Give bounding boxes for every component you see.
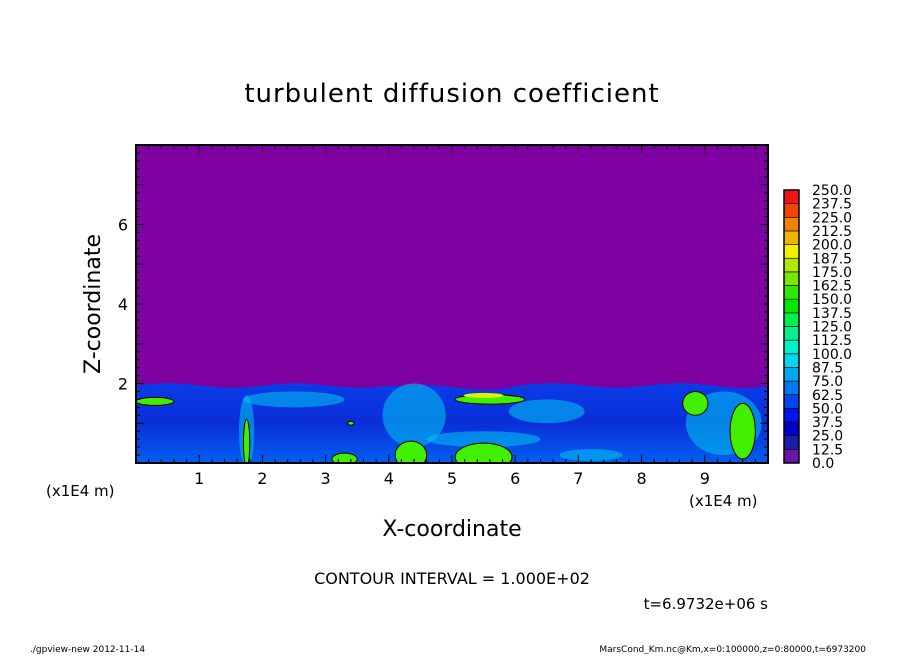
colorbar-label: 0.0 xyxy=(812,456,834,472)
x-axis-label: X-coordinate xyxy=(382,517,521,542)
colorbar-frame xyxy=(783,189,800,464)
green-contour-region xyxy=(454,442,513,463)
colorbar-box xyxy=(783,408,800,423)
colorbar-box xyxy=(783,285,800,300)
x-unit-label-right: (x1E4 m) xyxy=(689,492,758,510)
green-contour-region xyxy=(394,440,428,463)
colorbar-box xyxy=(783,380,800,396)
cyan-patch xyxy=(382,383,446,448)
colorbar-box xyxy=(783,189,800,204)
y-tick-label: 2 xyxy=(118,375,128,394)
colorbar-label: 87.5 xyxy=(812,360,843,376)
colorbar-label: 137.5 xyxy=(812,306,852,322)
colorbar-label: 212.5 xyxy=(812,224,852,240)
colorbar-label: 162.5 xyxy=(812,279,852,295)
x-tick-label: 3 xyxy=(321,469,331,488)
colorbar-label: 200.0 xyxy=(812,238,852,254)
colorbar-box xyxy=(783,435,800,450)
colorbar-label: 50.0 xyxy=(812,401,843,417)
x-tick-label: 4 xyxy=(384,469,394,488)
cyan-patch xyxy=(559,449,623,462)
y-tick-label: 4 xyxy=(118,295,128,314)
colorbar-box xyxy=(783,449,800,464)
colorbar-box xyxy=(783,339,800,355)
colorbar-label: 125.0 xyxy=(812,320,852,336)
colorbar-label: 100.0 xyxy=(812,347,852,363)
green-contour-region xyxy=(242,418,251,463)
colorbar-box xyxy=(783,298,800,314)
time-label: t=6.9732e+06 s xyxy=(644,595,769,613)
yellow-peak xyxy=(463,392,504,398)
colorbar-box xyxy=(783,203,800,218)
colorbar-box xyxy=(783,421,800,436)
colorbar-box xyxy=(783,353,800,368)
y-tick-labels: 2 4 6 xyxy=(118,216,128,394)
x-tick-label: 8 xyxy=(637,469,647,488)
x-tick-label: 2 xyxy=(257,469,267,488)
cyan-patch xyxy=(508,399,585,424)
colorbar-label: 250.0 xyxy=(812,183,852,199)
colorbar-label: 237.5 xyxy=(812,197,852,213)
colorbar-label: 187.5 xyxy=(812,251,852,267)
colorbar-box xyxy=(783,367,800,382)
y-tick-label: 6 xyxy=(118,216,128,235)
colorbar-box xyxy=(783,394,800,409)
footer-left: ./gpview-new 2012-11-14 xyxy=(30,645,145,654)
x-tick-label: 7 xyxy=(573,469,583,488)
x-tick-label: 6 xyxy=(510,469,520,488)
colorbar: 0.012.525.037.550.062.575.087.5100.0112.… xyxy=(783,183,852,472)
green-contour-region xyxy=(729,402,756,460)
x-tick-label: 9 xyxy=(700,469,710,488)
colorbar-label: 112.5 xyxy=(812,333,852,349)
colorbar-label: 225.0 xyxy=(812,210,852,226)
x-tick-label: 5 xyxy=(447,469,457,488)
colorbar-label: 75.0 xyxy=(812,374,843,390)
green-contour-region xyxy=(136,396,175,406)
x-tick-labels: 1 2 3 4 5 6 7 8 9 xyxy=(194,469,710,488)
x-unit-label: (x1E4 m) xyxy=(46,482,115,500)
colorbar-box xyxy=(783,326,800,341)
green-contour-region xyxy=(347,420,355,426)
green-contour-region xyxy=(682,390,709,416)
colorbar-box xyxy=(783,230,800,245)
footer-right: MarsCond_Km.nc@Km,x=0:100000,z=0:80000,t… xyxy=(599,645,866,654)
turbulent-layer xyxy=(136,383,768,463)
colorbar-label: 175.0 xyxy=(812,265,852,281)
heatmap-field xyxy=(136,145,768,463)
cyan-patch xyxy=(426,431,541,448)
contour-interval: CONTOUR INTERVAL = 1.000E+02 xyxy=(314,569,590,588)
colorbar-box xyxy=(783,257,800,273)
colorbar-box xyxy=(783,312,800,327)
colorbar-label: 150.0 xyxy=(812,292,852,308)
colorbar-box xyxy=(783,244,800,259)
colorbar-label: 37.5 xyxy=(812,415,843,431)
colorbar-box xyxy=(783,271,800,286)
y-axis-label: Z-coordinate xyxy=(81,234,106,374)
colorbar-label: 12.5 xyxy=(812,442,843,458)
colorbar-box xyxy=(783,217,800,232)
x-tick-label: 1 xyxy=(194,469,204,488)
colorbar-label: 25.0 xyxy=(812,429,843,445)
colorbar-label: 62.5 xyxy=(812,388,843,404)
chart-title: turbulent diffusion coefficient xyxy=(244,79,659,109)
cyan-patch xyxy=(243,391,345,408)
axis-ticks xyxy=(135,144,769,464)
